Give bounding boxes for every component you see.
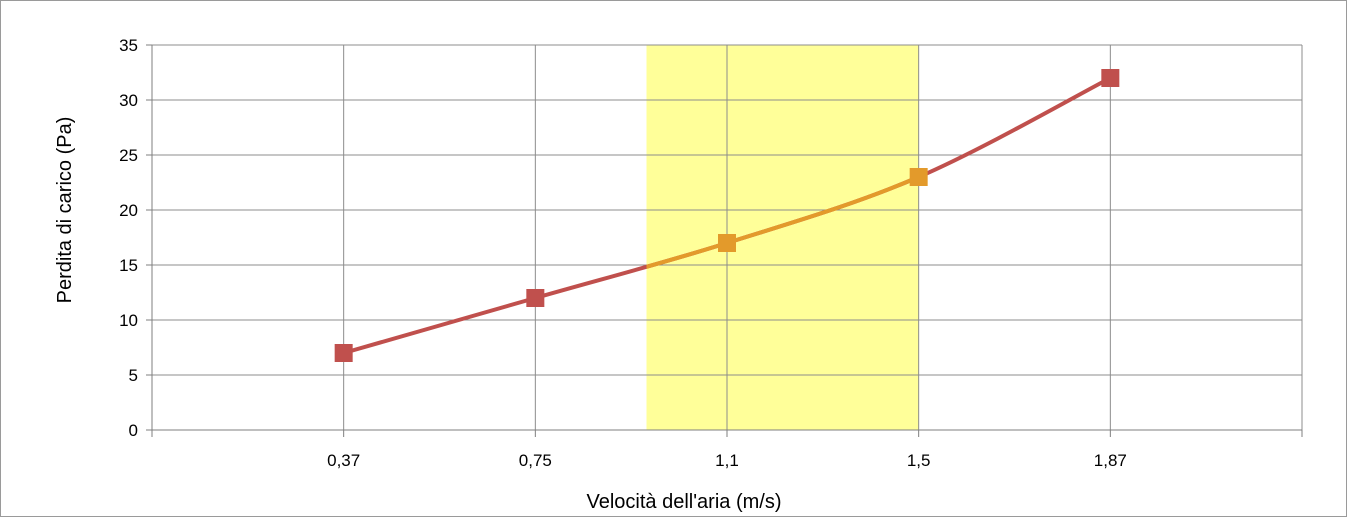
- tick-label-layer: 0 5 10 15 20 25 30 35 0,37 0,75 1,1 1,5 1,87: [119, 36, 1127, 470]
- y-tick-label: 20: [119, 201, 138, 220]
- series-layer: [334, 69, 1120, 362]
- axis-layer: [146, 44, 1303, 437]
- x-tick-label: 0,75: [519, 451, 552, 470]
- y-axis-title: Perdita di carico (Pa): [54, 117, 76, 304]
- highlight-band-layer: [646, 45, 919, 430]
- y-tick-label: 5: [129, 366, 138, 385]
- x-tick-label: 1,5: [907, 451, 931, 470]
- x-tick-label: 1,1: [715, 451, 739, 470]
- x-tick-label: 0,37: [327, 451, 360, 470]
- data-point-marker: [909, 168, 928, 186]
- data-point-marker: [718, 234, 736, 252]
- highlight-band: [646, 45, 919, 430]
- y-tick-label: 10: [119, 311, 138, 330]
- x-tick-label: 1,87: [1094, 451, 1127, 470]
- data-point-marker: [1101, 69, 1120, 87]
- x-axis-title: Velocità dell'aria (m/s): [587, 491, 782, 513]
- y-tick-label: 15: [119, 256, 138, 275]
- y-tick-label: 25: [119, 146, 138, 165]
- grid-layer: [152, 44, 1303, 431]
- y-tick-label: 0: [129, 421, 138, 440]
- data-point-marker: [526, 289, 545, 307]
- y-tick-label: 30: [119, 91, 138, 110]
- y-tick-label: 35: [119, 36, 138, 55]
- data-point-marker: [334, 344, 353, 362]
